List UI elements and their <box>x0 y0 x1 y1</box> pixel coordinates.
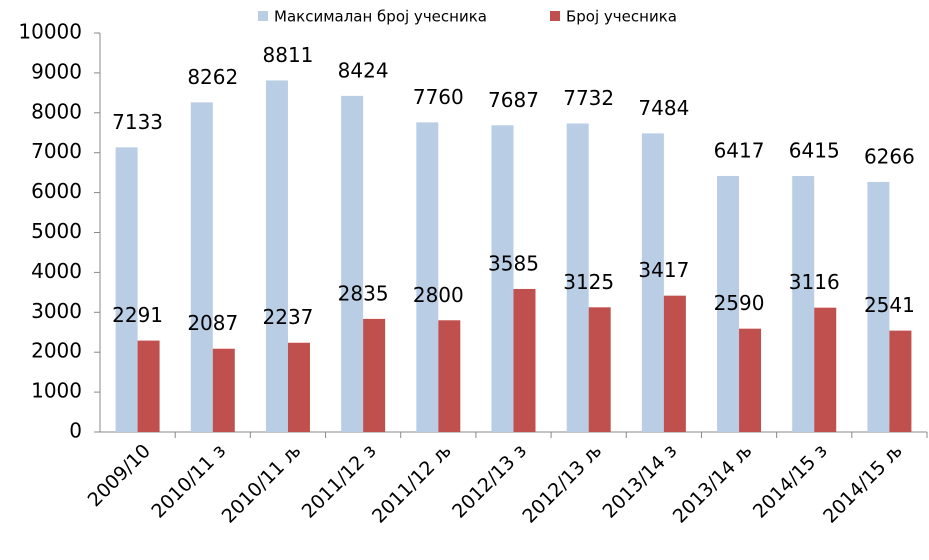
bar <box>663 295 686 432</box>
x-tick-label: 2010/11 з <box>147 440 230 523</box>
x-tick-label: 2013/14 з <box>599 440 682 523</box>
y-tick-label: 0 <box>69 419 82 443</box>
y-tick-label: 7000 <box>31 139 82 163</box>
data-label: 2237 <box>263 305 314 329</box>
y-tick-label: 1000 <box>31 379 82 403</box>
bar <box>641 133 664 432</box>
data-label: 2291 <box>112 303 163 327</box>
data-label: 2835 <box>338 281 389 305</box>
bar <box>438 320 461 432</box>
bar <box>739 328 762 432</box>
y-tick-label: 9000 <box>31 59 82 83</box>
y-tick-label: 5000 <box>31 219 82 243</box>
bar <box>190 102 213 433</box>
data-label: 3125 <box>563 270 614 294</box>
y-tick-label: 2000 <box>31 339 82 363</box>
legend-swatch <box>550 11 560 21</box>
x-tick-label: 2012/13 љ <box>518 440 606 528</box>
bar <box>867 181 890 432</box>
y-tick-label: 4000 <box>31 259 82 283</box>
y-tick-label: 8000 <box>31 99 82 123</box>
data-label: 8811 <box>263 43 314 67</box>
bar <box>287 342 310 432</box>
x-tick-label: 2012/13 з <box>448 440 531 523</box>
bar <box>416 122 439 432</box>
bar <box>491 125 514 432</box>
data-label: 2087 <box>187 311 238 335</box>
bar <box>889 330 912 432</box>
bar <box>513 288 536 432</box>
bar <box>265 80 288 432</box>
bar <box>814 307 837 432</box>
bar <box>588 307 611 432</box>
legend-label: Број учесника <box>566 8 677 26</box>
data-label: 6415 <box>789 139 840 163</box>
bar <box>212 348 235 432</box>
y-tick-label: 10000 <box>18 20 82 44</box>
y-tick-label: 6000 <box>31 179 82 203</box>
data-label: 6266 <box>864 144 915 168</box>
x-tick-label: 2014/15 љ <box>819 440 907 528</box>
bar <box>792 176 815 432</box>
bar <box>341 95 364 433</box>
bar <box>115 147 138 432</box>
bar <box>566 123 589 433</box>
data-label: 7687 <box>488 88 539 112</box>
data-label: 8424 <box>338 58 389 82</box>
data-label: 7484 <box>638 96 689 120</box>
data-label: 2800 <box>413 283 464 307</box>
bar <box>363 318 386 432</box>
x-tick-label: 2009/10 <box>84 440 155 511</box>
bar <box>137 340 160 432</box>
data-label: 3585 <box>488 251 539 275</box>
data-label: 2541 <box>864 293 915 317</box>
y-tick-label: 3000 <box>31 299 82 323</box>
data-label: 7732 <box>563 86 614 110</box>
data-label: 3417 <box>638 258 689 282</box>
x-tick-label: 2013/14 љ <box>669 440 757 528</box>
x-tick-label: 2010/11 љ <box>218 440 306 528</box>
legend-swatch <box>258 11 268 21</box>
data-label: 3116 <box>789 270 840 294</box>
bar <box>717 175 740 432</box>
x-tick-label: 2014/15 з <box>749 440 832 523</box>
data-label: 6417 <box>714 138 765 162</box>
data-label: 8262 <box>187 65 238 89</box>
data-label: 2590 <box>714 291 765 315</box>
data-label: 7133 <box>112 110 163 134</box>
data-label: 7760 <box>413 85 464 109</box>
x-tick-label: 2011/12 з <box>298 440 381 523</box>
x-tick-label: 2011/12 љ <box>368 440 456 528</box>
legend-label: Максималан број учесника <box>274 8 487 26</box>
